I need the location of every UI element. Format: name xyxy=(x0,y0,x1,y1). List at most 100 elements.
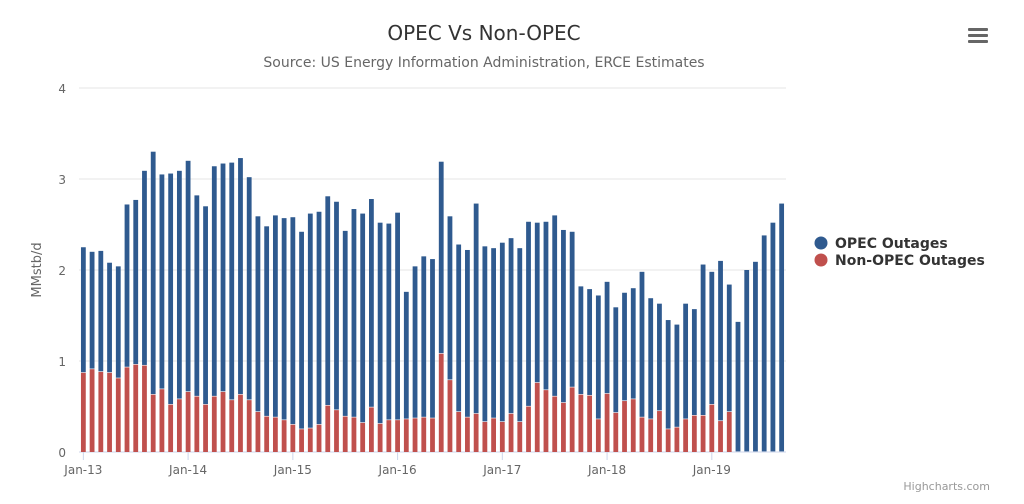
bar-non-opec[interactable] xyxy=(185,391,191,452)
bar-opec[interactable] xyxy=(561,229,566,403)
bar-non-opec[interactable] xyxy=(683,419,689,452)
bar-non-opec[interactable] xyxy=(473,413,479,452)
bar-non-opec[interactable] xyxy=(194,396,200,452)
bar-opec[interactable] xyxy=(255,216,261,412)
bar-non-opec[interactable] xyxy=(80,372,86,452)
bar-opec[interactable] xyxy=(465,249,470,417)
bar-opec[interactable] xyxy=(299,231,304,429)
bar-non-opec[interactable] xyxy=(229,400,235,452)
bar-opec[interactable] xyxy=(683,303,689,419)
bar-non-opec[interactable] xyxy=(281,420,287,452)
bar-non-opec[interactable] xyxy=(709,404,715,452)
bar-non-opec[interactable] xyxy=(377,423,383,452)
bar-opec[interactable] xyxy=(229,162,235,400)
bar-opec[interactable] xyxy=(386,223,392,420)
bar-opec[interactable] xyxy=(543,221,549,390)
bar-opec[interactable] xyxy=(377,222,383,424)
bar-non-opec[interactable] xyxy=(526,406,531,453)
bar-opec[interactable] xyxy=(220,163,226,392)
bar-non-opec[interactable] xyxy=(334,410,339,452)
bar-opec[interactable] xyxy=(508,238,514,414)
bar-opec[interactable] xyxy=(334,201,339,410)
bar-opec[interactable] xyxy=(499,242,505,422)
bar-opec[interactable] xyxy=(412,266,418,418)
bar-opec[interactable] xyxy=(351,209,357,417)
bar-opec[interactable] xyxy=(587,289,593,395)
bar-opec[interactable] xyxy=(281,218,287,420)
bar-opec[interactable] xyxy=(744,270,750,452)
bar-non-opec[interactable] xyxy=(578,394,584,452)
bar-opec[interactable] xyxy=(753,261,758,452)
bar-opec[interactable] xyxy=(316,211,322,425)
bar-non-opec[interactable] xyxy=(369,407,374,452)
bar-non-opec[interactable] xyxy=(595,419,601,452)
bar-non-opec[interactable] xyxy=(272,417,278,452)
bar-opec[interactable] xyxy=(726,284,732,412)
bar-non-opec[interactable] xyxy=(142,365,147,452)
bar-opec[interactable] xyxy=(264,226,270,416)
bar-non-opec[interactable] xyxy=(430,418,435,452)
bar-opec[interactable] xyxy=(342,230,348,416)
bar-opec[interactable] xyxy=(648,298,654,419)
bar-opec[interactable] xyxy=(482,246,488,422)
legend-item-non-opec[interactable]: Non-OPEC Outages xyxy=(814,253,985,269)
bar-non-opec[interactable] xyxy=(360,422,366,452)
bar-opec[interactable] xyxy=(447,216,453,380)
bar-opec[interactable] xyxy=(595,295,601,419)
bar-opec[interactable] xyxy=(176,170,182,399)
bar-non-opec[interactable] xyxy=(107,372,112,452)
bar-non-opec[interactable] xyxy=(534,382,540,452)
bar-opec[interactable] xyxy=(194,195,200,396)
bar-non-opec[interactable] xyxy=(395,420,400,452)
bar-opec[interactable] xyxy=(613,307,619,413)
bar-non-opec[interactable] xyxy=(220,391,226,452)
bar-non-opec[interactable] xyxy=(465,417,470,452)
bar-opec[interactable] xyxy=(517,248,523,422)
bar-opec[interactable] xyxy=(421,256,427,417)
bar-opec[interactable] xyxy=(691,309,697,415)
bar-opec[interactable] xyxy=(150,151,156,395)
bar-non-opec[interactable] xyxy=(246,400,252,452)
bar-opec[interactable] xyxy=(473,203,479,414)
bar-opec[interactable] xyxy=(124,204,130,367)
bar-non-opec[interactable] xyxy=(316,424,322,452)
bar-opec[interactable] xyxy=(142,170,147,365)
bar-non-opec[interactable] xyxy=(517,421,523,452)
bar-opec[interactable] xyxy=(430,259,435,418)
bar-opec[interactable] xyxy=(238,158,243,395)
bar-opec[interactable] xyxy=(115,266,121,378)
bar-non-opec[interactable] xyxy=(587,395,593,452)
bar-non-opec[interactable] xyxy=(657,411,662,452)
bar-opec[interactable] xyxy=(456,244,462,412)
bar-non-opec[interactable] xyxy=(150,394,156,452)
bar-opec[interactable] xyxy=(290,217,296,425)
bar-opec[interactable] xyxy=(657,303,662,411)
bar-non-opec[interactable] xyxy=(604,393,610,452)
bar-opec[interactable] xyxy=(700,264,706,415)
bar-non-opec[interactable] xyxy=(482,421,488,452)
bar-opec[interactable] xyxy=(80,247,86,373)
bar-non-opec[interactable] xyxy=(552,396,558,452)
bar-opec[interactable] xyxy=(246,177,252,400)
bar-opec[interactable] xyxy=(534,222,540,383)
bar-opec[interactable] xyxy=(369,199,374,407)
credits-link[interactable]: Highcharts.com xyxy=(903,480,990,493)
bar-non-opec[interactable] xyxy=(351,417,357,452)
bar-opec[interactable] xyxy=(630,288,636,399)
bar-opec[interactable] xyxy=(526,221,531,406)
bar-opec[interactable] xyxy=(403,291,409,419)
bar-non-opec[interactable] xyxy=(342,416,348,452)
bar-non-opec[interactable] xyxy=(299,429,304,452)
bar-non-opec[interactable] xyxy=(159,389,165,452)
bar-non-opec[interactable] xyxy=(438,353,444,452)
bar-non-opec[interactable] xyxy=(718,421,723,452)
bar-non-opec[interactable] xyxy=(691,415,697,452)
bar-opec[interactable] xyxy=(604,281,610,394)
bar-non-opec[interactable] xyxy=(700,415,706,452)
bar-non-opec[interactable] xyxy=(264,416,270,452)
bar-non-opec[interactable] xyxy=(98,371,104,452)
bar-non-opec[interactable] xyxy=(447,380,453,452)
bar-opec[interactable] xyxy=(779,203,785,452)
bar-non-opec[interactable] xyxy=(674,427,680,452)
bar-opec[interactable] xyxy=(89,251,95,369)
